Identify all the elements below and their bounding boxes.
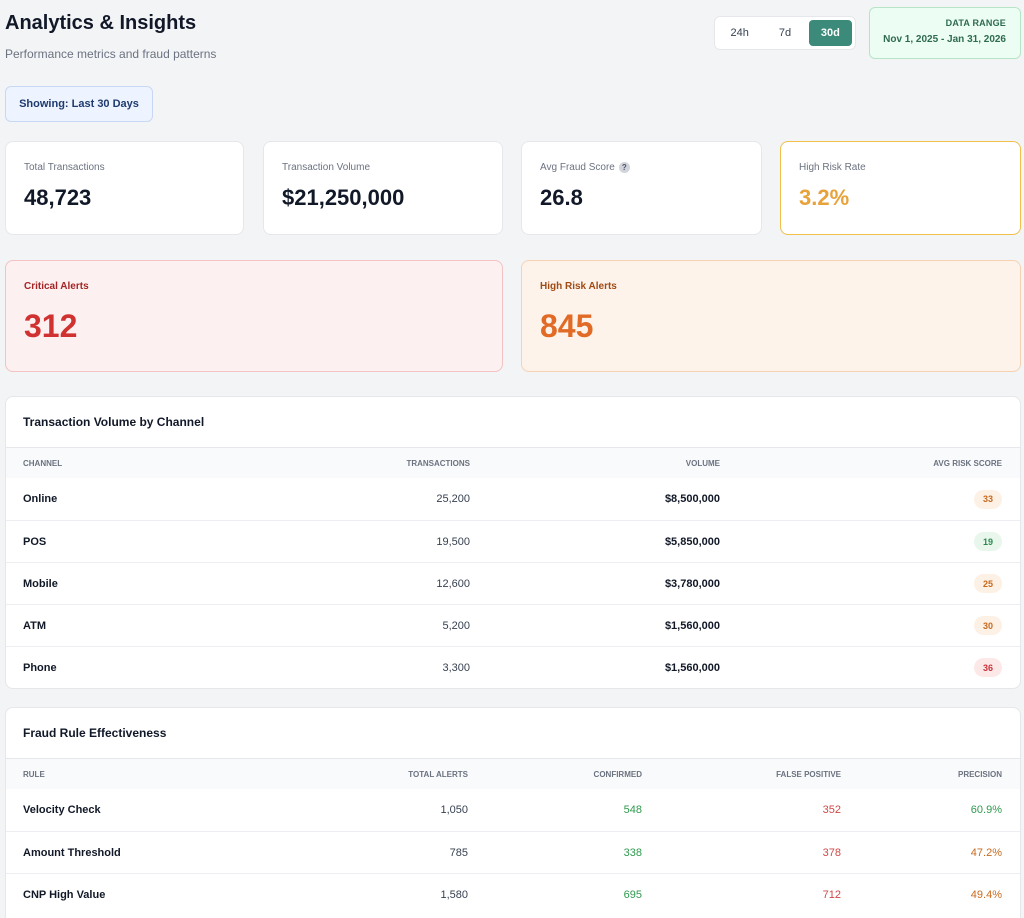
critical-alerts-label: Critical Alerts bbox=[24, 281, 89, 292]
risk-score-badge: 30 bbox=[974, 616, 1002, 635]
confirmed-count: 695 bbox=[623, 888, 642, 901]
rule-effectiveness-panel: Fraud Rule Effectiveness RULE TOTAL ALER… bbox=[5, 707, 1021, 918]
precision-value: 47.2% bbox=[970, 846, 1002, 859]
critical-alerts-card: Critical Alerts 312 bbox=[5, 260, 503, 372]
table-row[interactable]: Amount Threshold 785 338 378 47.2% bbox=[6, 831, 1020, 873]
volume-amount: $8,500,000 bbox=[664, 493, 720, 505]
range-24h-button[interactable]: 24h bbox=[730, 27, 749, 39]
page-title: Analytics & Insights bbox=[5, 12, 197, 34]
table-row[interactable]: CNP High Value 1,580 695 712 49.4% bbox=[6, 873, 1020, 915]
kpi-label: High Risk Rate bbox=[799, 162, 866, 173]
page-subtitle: Performance metrics and fraud patterns bbox=[5, 47, 217, 61]
total-alerts-count: 785 bbox=[449, 846, 468, 859]
transactions-count: 12,600 bbox=[436, 577, 470, 590]
panel-title: Transaction Volume by Channel bbox=[23, 415, 205, 429]
data-range-value: Nov 1, 2025 - Jan 31, 2026 bbox=[883, 34, 1006, 45]
table-row[interactable]: POS 19,500 $5,850,000 19 bbox=[6, 520, 1020, 562]
transactions-count: 3,300 bbox=[442, 661, 470, 674]
help-icon[interactable]: ? bbox=[618, 162, 630, 173]
table-row[interactable]: Mobile 12,600 $3,780,000 25 bbox=[6, 562, 1020, 604]
total-alerts-count: 1,580 bbox=[440, 888, 468, 901]
channel-name: POS bbox=[23, 535, 47, 548]
channel-name: ATM bbox=[23, 619, 47, 632]
confirmed-count: 338 bbox=[623, 846, 642, 859]
kpi-value: $21,250,000 bbox=[282, 185, 405, 210]
kpi-value: 3.2% bbox=[799, 185, 850, 210]
column-header-total-alerts: TOTAL ALERTS bbox=[408, 769, 468, 779]
kpi-avg-fraud-score: Avg Fraud Score ? 26.8 bbox=[521, 141, 762, 235]
kpi-label: Avg Fraud Score ? bbox=[540, 162, 761, 173]
transactions-count: 5,200 bbox=[442, 619, 470, 632]
kpi-value: 26.8 bbox=[540, 185, 583, 210]
channel-volume-panel: Transaction Volume by Channel CHANNEL TR… bbox=[5, 396, 1021, 689]
column-header-channel: CHANNEL bbox=[23, 458, 63, 468]
precision-value: 49.4% bbox=[970, 888, 1002, 901]
range-7d-button[interactable]: 7d bbox=[778, 27, 792, 39]
panel-title: Fraud Rule Effectiveness bbox=[23, 726, 167, 740]
table-row[interactable]: ATM 5,200 $1,560,000 30 bbox=[6, 604, 1020, 646]
table-row[interactable]: Velocity Check 1,050 548 352 60.9% bbox=[6, 789, 1020, 831]
volume-amount: $5,850,000 bbox=[664, 535, 720, 548]
high-risk-alerts-label: High Risk Alerts bbox=[540, 281, 617, 292]
column-header-transactions: TRANSACTIONS bbox=[406, 458, 470, 468]
table-header: RULE TOTAL ALERTS CONFIRMED FALSE POSITI… bbox=[6, 758, 1020, 789]
column-header-avg-risk-score: AVG RISK SCORE bbox=[933, 458, 1002, 468]
kpi-label-text: Avg Fraud Score bbox=[540, 162, 615, 173]
rule-name: CNP High Value bbox=[23, 888, 106, 901]
column-header-confirmed: CONFIRMED bbox=[593, 769, 642, 779]
table-row[interactable]: Online 25,200 $8,500,000 33 bbox=[6, 478, 1020, 520]
column-header-volume: VOLUME bbox=[685, 458, 720, 468]
column-header-false-positive: FALSE POSITIVE bbox=[776, 769, 841, 779]
high-risk-alerts-value: 845 bbox=[540, 308, 594, 344]
risk-score-badge: 19 bbox=[974, 532, 1002, 551]
table-header: CHANNEL TRANSACTIONS VOLUME AVG RISK SCO… bbox=[6, 447, 1020, 478]
range-30d-button[interactable]: 30d bbox=[808, 20, 852, 46]
risk-score-badge: 36 bbox=[974, 658, 1002, 677]
data-range-label: DATA RANGE bbox=[945, 18, 1006, 28]
false-positive-count: 352 bbox=[822, 804, 841, 816]
kpi-value: 48,723 bbox=[24, 185, 92, 210]
critical-alerts-value: 312 bbox=[24, 308, 78, 344]
kpi-high-risk-rate: High Risk Rate 3.2% bbox=[780, 141, 1021, 235]
volume-amount: $1,560,000 bbox=[664, 619, 720, 632]
volume-amount: $1,560,000 bbox=[664, 661, 720, 674]
channel-name: Mobile bbox=[23, 577, 58, 590]
transactions-count: 19,500 bbox=[436, 535, 470, 548]
channel-name: Online bbox=[23, 493, 58, 505]
kpi-total-transactions: Total Transactions 48,723 bbox=[5, 141, 244, 235]
volume-amount: $3,780,000 bbox=[664, 577, 720, 590]
time-range-toggle: 24h 7d 30d bbox=[714, 16, 856, 50]
rule-name: Velocity Check bbox=[23, 804, 101, 816]
showing-badge: Showing: Last 30 Days bbox=[5, 86, 153, 122]
precision-value: 60.9% bbox=[970, 804, 1002, 816]
kpi-transaction-volume: Transaction Volume $21,250,000 bbox=[263, 141, 503, 235]
false-positive-count: 378 bbox=[822, 846, 841, 859]
rule-name: Amount Threshold bbox=[23, 846, 121, 859]
table-row[interactable]: Phone 3,300 $1,560,000 36 bbox=[6, 646, 1020, 688]
risk-score-badge: 33 bbox=[974, 489, 1002, 509]
transactions-count: 25,200 bbox=[436, 493, 470, 505]
column-header-precision: PRECISION bbox=[957, 769, 1002, 779]
false-positive-count: 712 bbox=[822, 888, 841, 901]
kpi-label: Transaction Volume bbox=[282, 162, 371, 173]
column-header-rule: RULE bbox=[23, 769, 45, 779]
total-alerts-count: 1,050 bbox=[440, 804, 468, 816]
risk-score-badge: 25 bbox=[974, 574, 1002, 593]
confirmed-count: 548 bbox=[623, 804, 642, 816]
kpi-label: Total Transactions bbox=[24, 162, 105, 173]
channel-name: Phone bbox=[23, 661, 57, 674]
data-range-box: DATA RANGE Nov 1, 2025 - Jan 31, 2026 bbox=[869, 7, 1021, 59]
high-risk-alerts-card: High Risk Alerts 845 bbox=[521, 260, 1021, 372]
